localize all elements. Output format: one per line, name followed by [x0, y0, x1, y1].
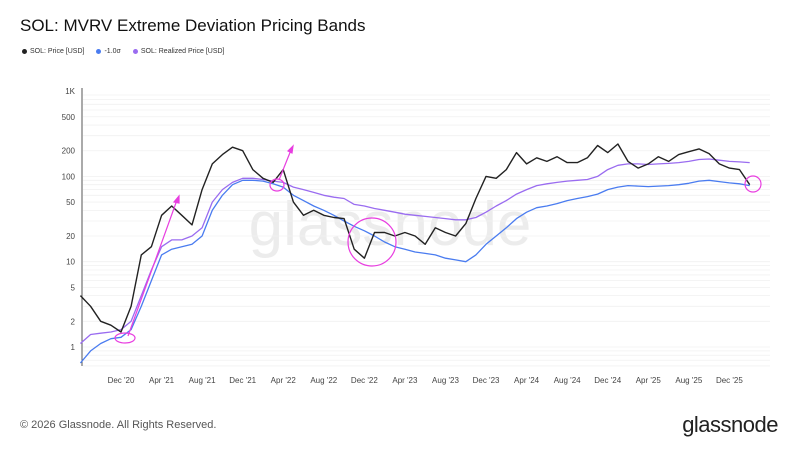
y-tick-label: 20	[66, 232, 75, 241]
x-tick-label: Apr '25	[636, 376, 662, 385]
x-tick-label: Aug '23	[432, 376, 459, 385]
annotation-circle	[114, 332, 136, 344]
x-tick-label: Dec '24	[594, 376, 621, 385]
y-tick-label: 50	[66, 198, 75, 207]
legend-item-price[interactable]: SOL: Price [USD]	[22, 48, 84, 55]
legend-item-realized[interactable]: SOL: Realized Price [USD]	[132, 48, 225, 55]
legend-dot-icon	[96, 48, 102, 54]
y-tick-label: 1K	[65, 87, 75, 96]
x-tick-label: Aug '22	[310, 376, 337, 385]
y-tick-label: 200	[62, 147, 76, 156]
y-tick-label: 10	[66, 258, 75, 267]
y-tick-label: 500	[62, 113, 76, 122]
annotation-circle	[744, 175, 762, 193]
series-line-realized-price	[79, 158, 750, 344]
x-tick-label: Dec '25	[716, 376, 743, 385]
series-line-price	[79, 143, 751, 333]
legend-label: SOL: Price [USD]	[30, 48, 85, 55]
legend-label: SOL: Realized Price [USD]	[140, 48, 225, 55]
legend-dot-icon	[22, 48, 27, 54]
x-tick-label: Apr '22	[271, 376, 297, 385]
annotation-arrow	[278, 149, 292, 181]
legend: SOL: Price [USD] -1.0σ SOL: Realized Pri…	[22, 48, 225, 55]
annotations	[114, 144, 762, 344]
legend-label: -1.0σ	[104, 48, 121, 55]
annotation-arrow	[127, 199, 178, 337]
x-tick-label: Dec '22	[351, 376, 378, 385]
x-tick-label: Aug '21	[189, 376, 216, 385]
chart-title: SOL: MVRV Extreme Deviation Pricing Band…	[20, 16, 366, 35]
arrow-head-icon	[286, 144, 294, 154]
y-tick-label: 2	[71, 317, 76, 326]
legend-item-band[interactable]: -1.0σ	[96, 48, 121, 55]
y-tick-label: 1	[71, 343, 76, 352]
x-tick-label: Aug '25	[675, 376, 702, 385]
glassnode-logo: glassnode	[682, 412, 778, 437]
annotation-circle	[347, 217, 397, 267]
annotation-circle	[269, 178, 285, 192]
x-tick-label: Apr '24	[514, 376, 540, 385]
copyright: © 2026 Glassnode. All Rights Reserved.	[20, 419, 217, 431]
x-tick-label: Aug '24	[554, 376, 581, 385]
y-tick-label: 100	[62, 172, 76, 181]
y-tick-label: 5	[71, 283, 76, 292]
legend-dot-icon	[132, 48, 138, 54]
series-line-minus-1-sigma	[79, 179, 750, 364]
x-tick-label: Apr '21	[149, 376, 175, 385]
x-tick-label: Apr '23	[392, 376, 418, 385]
arrow-head-icon	[172, 194, 180, 204]
x-tick-label: Dec '20	[108, 376, 135, 385]
x-tick-label: Dec '23	[473, 376, 500, 385]
x-tick-label: Dec '21	[229, 376, 256, 385]
watermark: glassnode	[249, 190, 532, 259]
